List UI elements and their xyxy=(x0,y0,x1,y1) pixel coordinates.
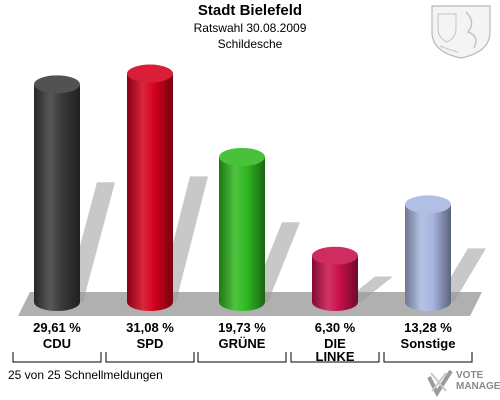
bar-die-linke xyxy=(312,246,393,311)
bar-top xyxy=(127,64,173,83)
bar-body xyxy=(312,255,358,311)
bar-body xyxy=(405,204,451,311)
bar-cdu xyxy=(34,75,115,311)
value-label: 19,73 % xyxy=(218,320,266,335)
bar-gr-ne xyxy=(219,147,300,311)
vote-manager-logo: VOTE MANAGER xyxy=(426,368,500,398)
coat-of-arms-logo xyxy=(431,5,491,59)
category-label: Sonstige xyxy=(400,336,456,351)
value-label: 6,30 % xyxy=(314,320,356,335)
category-bracket xyxy=(197,352,287,363)
logo-text: VOTE MANAGER xyxy=(456,370,500,392)
bar-sonstige xyxy=(405,195,486,311)
bar-top xyxy=(405,195,451,214)
category-bracket xyxy=(290,352,380,363)
report-status: 25 von 25 Schnellmeldungen xyxy=(8,368,163,382)
election-subtitle: Ratswahl 30.08.2009 xyxy=(193,21,307,35)
bar-body xyxy=(219,156,265,311)
category-bracket xyxy=(105,352,195,363)
bar-top xyxy=(312,246,358,265)
value-label: 29,61 % xyxy=(33,320,81,335)
bar-top xyxy=(34,75,80,94)
category-label: DIE LINKE xyxy=(315,336,355,364)
category-label: SPD xyxy=(136,336,164,351)
chart-title: Stadt Bielefeld xyxy=(197,2,303,19)
bar-body xyxy=(127,73,173,311)
bar-body xyxy=(34,84,80,311)
category-bracket xyxy=(383,352,473,363)
bar-top xyxy=(219,147,265,166)
value-label: 31,08 % xyxy=(126,320,174,335)
bar-spd xyxy=(127,64,208,311)
category-label: CDU xyxy=(42,336,72,351)
category-bracket xyxy=(12,352,102,363)
district-name: Schildesche xyxy=(217,37,283,51)
category-label: GRÜNE xyxy=(218,336,266,351)
value-label: 13,28 % xyxy=(404,320,452,335)
